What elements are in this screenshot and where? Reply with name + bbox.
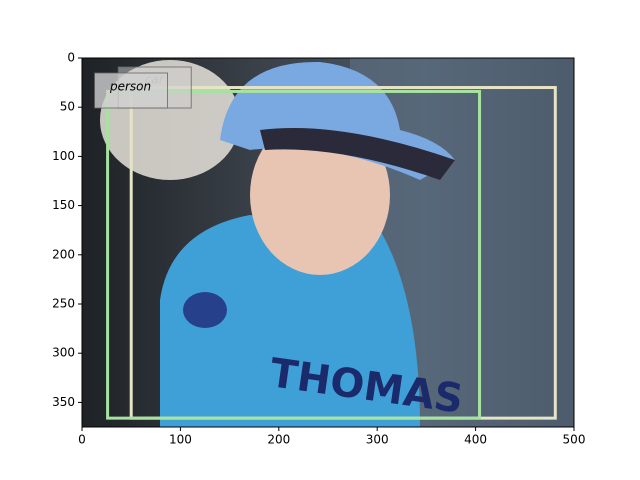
photo: THOMAS	[82, 58, 574, 427]
y-tick-label: 350	[52, 395, 75, 409]
bounding-box	[106, 89, 482, 420]
axes-frame	[81, 57, 575, 428]
label-box	[94, 72, 168, 109]
y-tick-label: 100	[52, 149, 75, 163]
y-tick-label: 150	[52, 198, 75, 212]
x-tick-label: 0	[78, 433, 86, 447]
x-tick-label: 100	[169, 433, 192, 447]
y-tick-label: 200	[52, 247, 75, 261]
x-tick-label: 500	[563, 433, 586, 447]
y-tick-label: 300	[52, 346, 75, 360]
x-tick-label: 200	[267, 433, 290, 447]
y-tick-label: 50	[60, 100, 75, 114]
y-tick-label: 0	[67, 51, 75, 65]
x-tick-label: 400	[464, 433, 487, 447]
y-tick-label: 250	[52, 297, 75, 311]
x-tick-label: 300	[366, 433, 389, 447]
box-label: person	[109, 80, 151, 94]
